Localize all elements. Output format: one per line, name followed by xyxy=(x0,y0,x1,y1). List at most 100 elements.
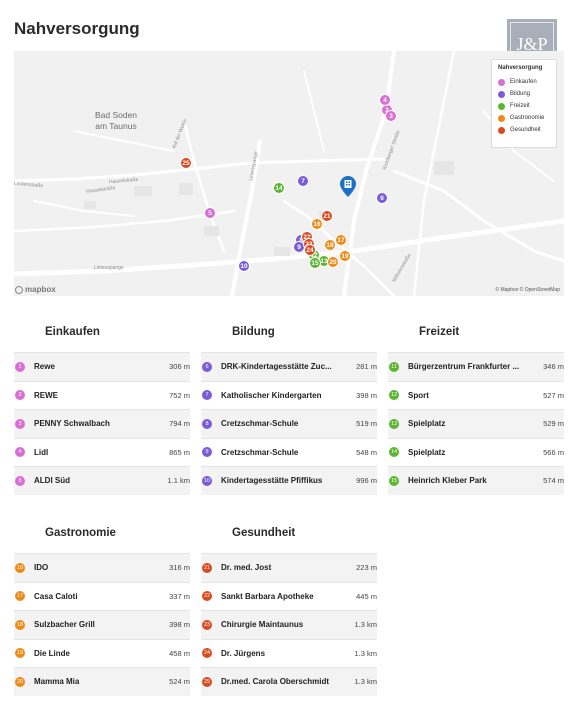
item-number: 14 xyxy=(389,447,399,458)
item-distance: 1.1 km xyxy=(167,476,190,486)
item-name: Cretzschmar-Schule xyxy=(221,447,299,457)
item-name: REWE xyxy=(34,390,58,400)
book-icon xyxy=(498,90,505,98)
item-number: 17 xyxy=(15,591,25,602)
item-number: 9 xyxy=(202,447,212,458)
item-name: Sulzbacher Grill xyxy=(34,620,95,630)
legend-label: Gesundheit xyxy=(510,127,541,133)
map-marker[interactable]: 18 xyxy=(324,239,336,251)
legend-title: Nahversorgung xyxy=(498,65,543,71)
panel-einkaufen: Einkaufen 1 Rewe 306 m 2 REWE 752 m 3 PENNY S… xyxy=(14,314,190,495)
map-marker[interactable]: 7 xyxy=(297,175,309,187)
item-distance: 398 m xyxy=(356,390,377,400)
item-name: Heinrich Kleber Park xyxy=(408,476,487,486)
item-name: Katholischer Kindergarten xyxy=(221,390,322,400)
item-number: 10 xyxy=(202,475,212,486)
panel-title: Gastronomie xyxy=(45,527,116,539)
item-number: 21 xyxy=(202,562,212,573)
legend-item: Bildung xyxy=(498,88,550,100)
map[interactable]: Bad Soden am Taunus Auf der Weide Limess… xyxy=(14,51,564,296)
list-item[interactable]: 23 Chirurgie Maintaunus 1.3 km xyxy=(201,610,377,639)
legend-label: Einkaufen xyxy=(510,79,537,85)
map-marker[interactable]: 20 xyxy=(327,256,339,268)
list-item[interactable]: 16 IDO 316 m xyxy=(14,553,190,582)
map-marker[interactable]: 17 xyxy=(335,234,347,246)
mapbox-icon xyxy=(15,285,23,294)
map-marker[interactable]: 9 xyxy=(293,241,305,253)
list-item[interactable]: 21 Dr. med. Jost 223 m xyxy=(201,553,377,582)
list-item[interactable]: 14 Spielplatz 566 m xyxy=(388,437,564,467)
map-roads xyxy=(14,51,564,296)
list-item[interactable]: 10 Kindertagesstätte Pfiffikus 996 m xyxy=(201,466,377,495)
map-marker[interactable]: 15 xyxy=(309,257,321,269)
map-marker[interactable]: 24 xyxy=(304,244,316,256)
list-item[interactable]: 11 Bürgerzentrum Frankfurter ... 346 m xyxy=(388,352,564,381)
list-item[interactable]: 20 Mamma Mia 524 m xyxy=(14,667,190,696)
item-distance: 281 m xyxy=(356,362,377,372)
item-name: PENNY Schwalbach xyxy=(34,419,110,429)
item-number: 22 xyxy=(202,591,212,602)
item-number: 25 xyxy=(202,676,212,687)
list-item[interactable]: 17 Casa Caloti 337 m xyxy=(14,581,190,611)
item-number: 2 xyxy=(15,390,25,401)
list-item[interactable]: 3 PENNY Schwalbach 794 m xyxy=(14,409,190,438)
panel-title: Bildung xyxy=(232,326,275,338)
item-name: Mamma Mia xyxy=(34,677,80,687)
item-distance: 1.3 km xyxy=(354,677,377,687)
map-marker[interactable]: 19 xyxy=(339,250,351,262)
panel-title: Gesundheit xyxy=(232,527,296,539)
item-name: ALDI Süd xyxy=(34,476,70,486)
map-marker[interactable]: 16 xyxy=(311,218,323,230)
item-name: Lidl xyxy=(34,447,49,457)
item-number: 8 xyxy=(202,418,212,429)
list-item[interactable]: 8 Cretzschmar-Schule 519 m xyxy=(201,409,377,438)
list-item[interactable]: 13 Spielplatz 529 m xyxy=(388,409,564,438)
item-name: Casa Caloti xyxy=(34,591,78,601)
leaf-icon xyxy=(498,102,505,110)
list-item[interactable]: 25 Dr.med. Carola Oberschmidt 1.3 km xyxy=(201,667,377,696)
list-item[interactable]: 5 ALDI Süd 1.1 km xyxy=(14,466,190,495)
item-distance: 574 m xyxy=(543,476,564,486)
list-item[interactable]: 24 Dr. Jürgens 1.3 km xyxy=(201,638,377,668)
item-number: 23 xyxy=(202,619,212,630)
map-marker[interactable]: 6 xyxy=(376,192,388,204)
item-distance: 752 m xyxy=(169,390,190,400)
map-marker[interactable]: 21 xyxy=(321,210,333,222)
panel-freizeit: Freizeit 11 Bürgerzentrum Frankfurter ...… xyxy=(388,314,564,495)
item-number: 6 xyxy=(202,361,212,372)
list-item[interactable]: 6 DRK-Kindertagesstätte Zuc... 281 m xyxy=(201,352,377,381)
item-distance: 346 m xyxy=(543,362,564,372)
map-marker[interactable]: 10 xyxy=(238,260,250,272)
map-marker[interactable]: 14 xyxy=(273,182,285,194)
list-item[interactable]: 19 Die Linde 458 m xyxy=(14,638,190,668)
list-item[interactable]: 12 Sport 527 m xyxy=(388,380,564,410)
map-marker[interactable]: 25 xyxy=(180,157,192,169)
item-distance: 865 m xyxy=(169,447,190,457)
map-marker[interactable]: 3 xyxy=(385,110,397,122)
item-number: 19 xyxy=(15,648,25,659)
map-legend: Nahversorgung Einkaufen Bildung Freizeit… xyxy=(491,59,557,148)
list-item[interactable]: 22 Sankt Barbara Apotheke 445 m xyxy=(201,581,377,611)
list-item[interactable]: 4 Lidl 865 m xyxy=(14,437,190,467)
mapbox-logo[interactable]: mapbox xyxy=(15,285,56,294)
list-item[interactable]: 2 REWE 752 m xyxy=(14,380,190,410)
list-item[interactable]: 1 Rewe 306 m xyxy=(14,352,190,381)
item-number: 12 xyxy=(389,390,399,401)
item-number: 4 xyxy=(15,447,25,458)
home-pin-icon[interactable] xyxy=(338,176,358,198)
town-label: Bad Soden am Taunus xyxy=(94,110,138,131)
item-distance: 529 m xyxy=(543,419,564,429)
list-item[interactable]: 9 Cretzschmar-Schule 548 m xyxy=(201,437,377,467)
list-item[interactable]: 7 Katholischer Kindergarten 398 m xyxy=(201,380,377,410)
item-distance: 445 m xyxy=(356,591,377,601)
legend-item: Freizeit xyxy=(498,100,550,112)
item-distance: 996 m xyxy=(356,476,377,486)
list-item[interactable]: 18 Sulzbacher Grill 398 m xyxy=(14,610,190,639)
item-name: Die Linde xyxy=(34,648,71,658)
map-marker[interactable]: 4 xyxy=(379,94,391,106)
map-attribution[interactable]: © Mapbox © OpenStreetMap xyxy=(495,287,560,293)
item-name: Sport xyxy=(408,390,429,400)
list-item[interactable]: 15 Heinrich Kleber Park 574 m xyxy=(388,466,564,495)
item-number: 15 xyxy=(389,475,399,486)
map-marker[interactable]: 5 xyxy=(204,207,216,219)
